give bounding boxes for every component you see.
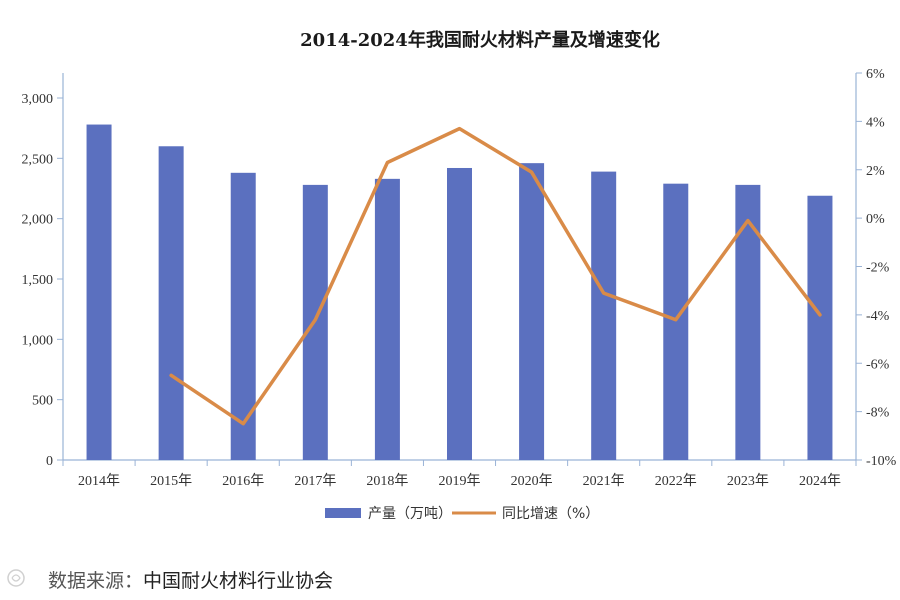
bar [519, 163, 545, 460]
bar-series [86, 124, 833, 461]
x-tick-label: 2016年 [222, 473, 264, 489]
right-tick-label: -4% [866, 309, 890, 324]
left-tick-label: 2,500 [22, 152, 54, 167]
right-tick-label: -6% [866, 357, 890, 372]
x-tick-label: 2024年 [799, 473, 841, 489]
chart: 2014-2024年我国耐火材料产量及增速变化 0 500 1,000 1,500 2,… [22, 29, 897, 522]
data-source: 数据来源：中国耐火材料行业协会 [48, 566, 333, 593]
legend: 产量（万吨） 同比增速（%） [325, 506, 599, 522]
data-source-label: 数据来源： [48, 570, 144, 592]
legend-bar-label: 产量（万吨） [368, 506, 452, 522]
x-tick-label: 2022年 [655, 473, 697, 489]
axes: 0 500 1,000 1,500 2,000 2,500 3,000 -10% -8% -6% -… [22, 67, 897, 489]
left-tick-label: 1,000 [22, 333, 54, 348]
x-tick-label: 2014年 [78, 473, 120, 489]
right-tick-label: 6% [866, 67, 885, 82]
bar [591, 171, 617, 460]
right-tick-label: -10% [866, 454, 897, 469]
bar [735, 184, 761, 460]
right-tick-label: -2% [866, 261, 890, 276]
left-tick-label: 500 [32, 394, 53, 409]
x-tick-label: 2017年 [294, 473, 336, 489]
left-tick-label: 0 [46, 454, 53, 469]
bar [447, 167, 472, 460]
x-tick-label: 2020年 [511, 473, 553, 489]
x-tick-label: 2021年 [583, 473, 625, 489]
left-tick-label: 1,500 [22, 273, 54, 288]
growth-line [169, 126, 822, 426]
right-tick-label: 2% [866, 164, 885, 179]
x-tick-label: 2018年 [366, 473, 408, 489]
bar [807, 195, 833, 461]
left-tick-label: 3,000 [22, 92, 54, 107]
data-source-value: 中国耐火材料行业协会 [143, 570, 334, 592]
x-tick-label: 2023年 [727, 473, 769, 489]
bar [86, 124, 112, 461]
right-tick-label: -8% [866, 406, 890, 421]
x-tick-label: 2015年 [150, 473, 192, 489]
legend-bar-swatch [325, 508, 361, 518]
left-tick-label: 2,000 [22, 213, 54, 228]
watermark-icon [7, 569, 25, 587]
line-series [169, 126, 822, 426]
bar [158, 146, 184, 460]
chart-title: 2014-2024年我国耐火材料产量及增速变化 [300, 29, 660, 51]
bar [374, 178, 400, 460]
right-tick-label: 0% [866, 212, 885, 227]
x-tick-label: 2019年 [439, 473, 481, 489]
legend-line-label: 同比增速（%） [502, 506, 599, 522]
bar [663, 183, 689, 460]
right-tick-label: 4% [866, 115, 885, 130]
